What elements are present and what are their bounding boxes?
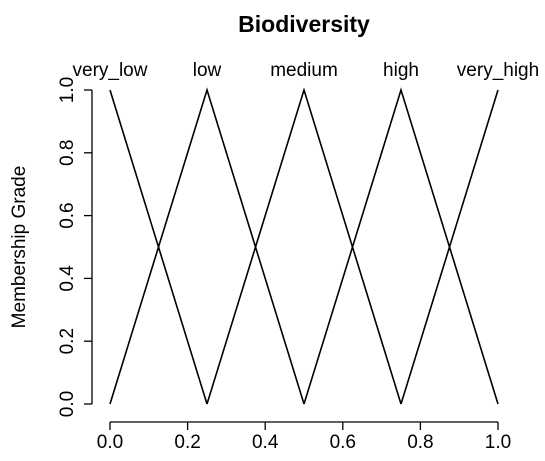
x-tick-label: 0.4 bbox=[252, 432, 279, 453]
x-tick-label: 0.2 bbox=[174, 432, 200, 453]
x-tick-label: 1.0 bbox=[485, 432, 511, 453]
series-label: low bbox=[193, 60, 222, 81]
series-label: very_low bbox=[73, 60, 148, 81]
y-tick-label: 0.2 bbox=[57, 328, 78, 354]
x-tick-label: 0.0 bbox=[97, 432, 123, 453]
series-line bbox=[206, 87, 402, 405]
x-tick-label: 0.8 bbox=[407, 432, 433, 453]
y-tick-label: 0.4 bbox=[57, 265, 78, 292]
chart-title: Biodiversity bbox=[238, 11, 370, 37]
y-tick-label: 0.8 bbox=[57, 140, 78, 166]
y-tick-label: 0.6 bbox=[57, 202, 78, 228]
series-line bbox=[400, 89, 499, 405]
x-tick-label: 0.6 bbox=[330, 432, 356, 453]
y-tick-label: 1.0 bbox=[57, 77, 78, 103]
series-label: very_high bbox=[457, 60, 539, 81]
series-label: high bbox=[383, 60, 419, 81]
y-axis-label: Membership Grade bbox=[9, 166, 30, 329]
series-label: medium bbox=[270, 60, 338, 81]
y-tick-label: 0.0 bbox=[57, 391, 78, 417]
series-line bbox=[109, 87, 305, 405]
series-line bbox=[303, 87, 499, 405]
